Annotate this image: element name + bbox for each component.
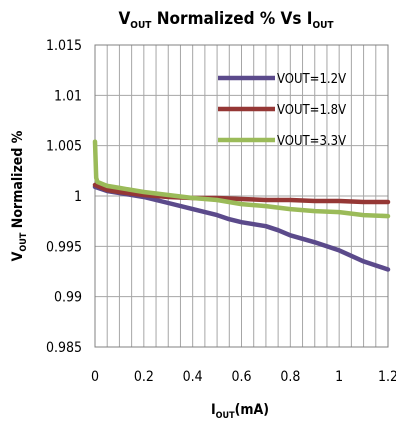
- y-tick-labels: 0.985 0.99 0.995 1 1.005 1.01 1.015: [46, 38, 82, 356]
- grid: [95, 45, 388, 347]
- legend: VOUT=1.2V VOUT=1.8V VOUT=3.3V: [218, 72, 346, 149]
- x-tick-label: 0.8: [280, 369, 300, 385]
- x-tick-label: 0: [91, 369, 99, 385]
- y-tick-label: 0.99: [54, 290, 82, 306]
- chart-title: VOUT Normalized % Vs IOUT: [118, 9, 334, 31]
- x-tick-label: 0.6: [231, 369, 251, 385]
- x-tick-label: 0.2: [134, 369, 154, 385]
- x-tick-label: 1.2: [378, 369, 396, 385]
- x-tick-labels: 0 0.2 0.4 0.6 0.8 1 1.2: [91, 369, 396, 385]
- y-axis-label: VOUT Normalized %: [10, 130, 29, 261]
- series-lines: [92, 139, 391, 272]
- legend-label: VOUT=1.8V: [277, 103, 346, 118]
- legend-label: VOUT=1.2V: [277, 72, 346, 87]
- y-tick-label: 1.015: [46, 38, 82, 54]
- series-line-3: [92, 139, 391, 219]
- x-tick-label: 0.4: [183, 369, 203, 385]
- y-tick-label: 1.005: [46, 139, 82, 155]
- y-tick-label: 1: [74, 189, 82, 205]
- x-tick-label: 1: [335, 369, 343, 385]
- plot-area: [94, 44, 389, 348]
- x-axis-label: IOUT(mA): [211, 402, 269, 421]
- y-tick-label: 0.985: [46, 340, 82, 356]
- y-tick-label: 0.995: [46, 239, 82, 255]
- y-tick-label: 1.01: [54, 88, 82, 104]
- series-line-2: [92, 182, 391, 205]
- legend-label: VOUT=3.3V: [277, 134, 346, 149]
